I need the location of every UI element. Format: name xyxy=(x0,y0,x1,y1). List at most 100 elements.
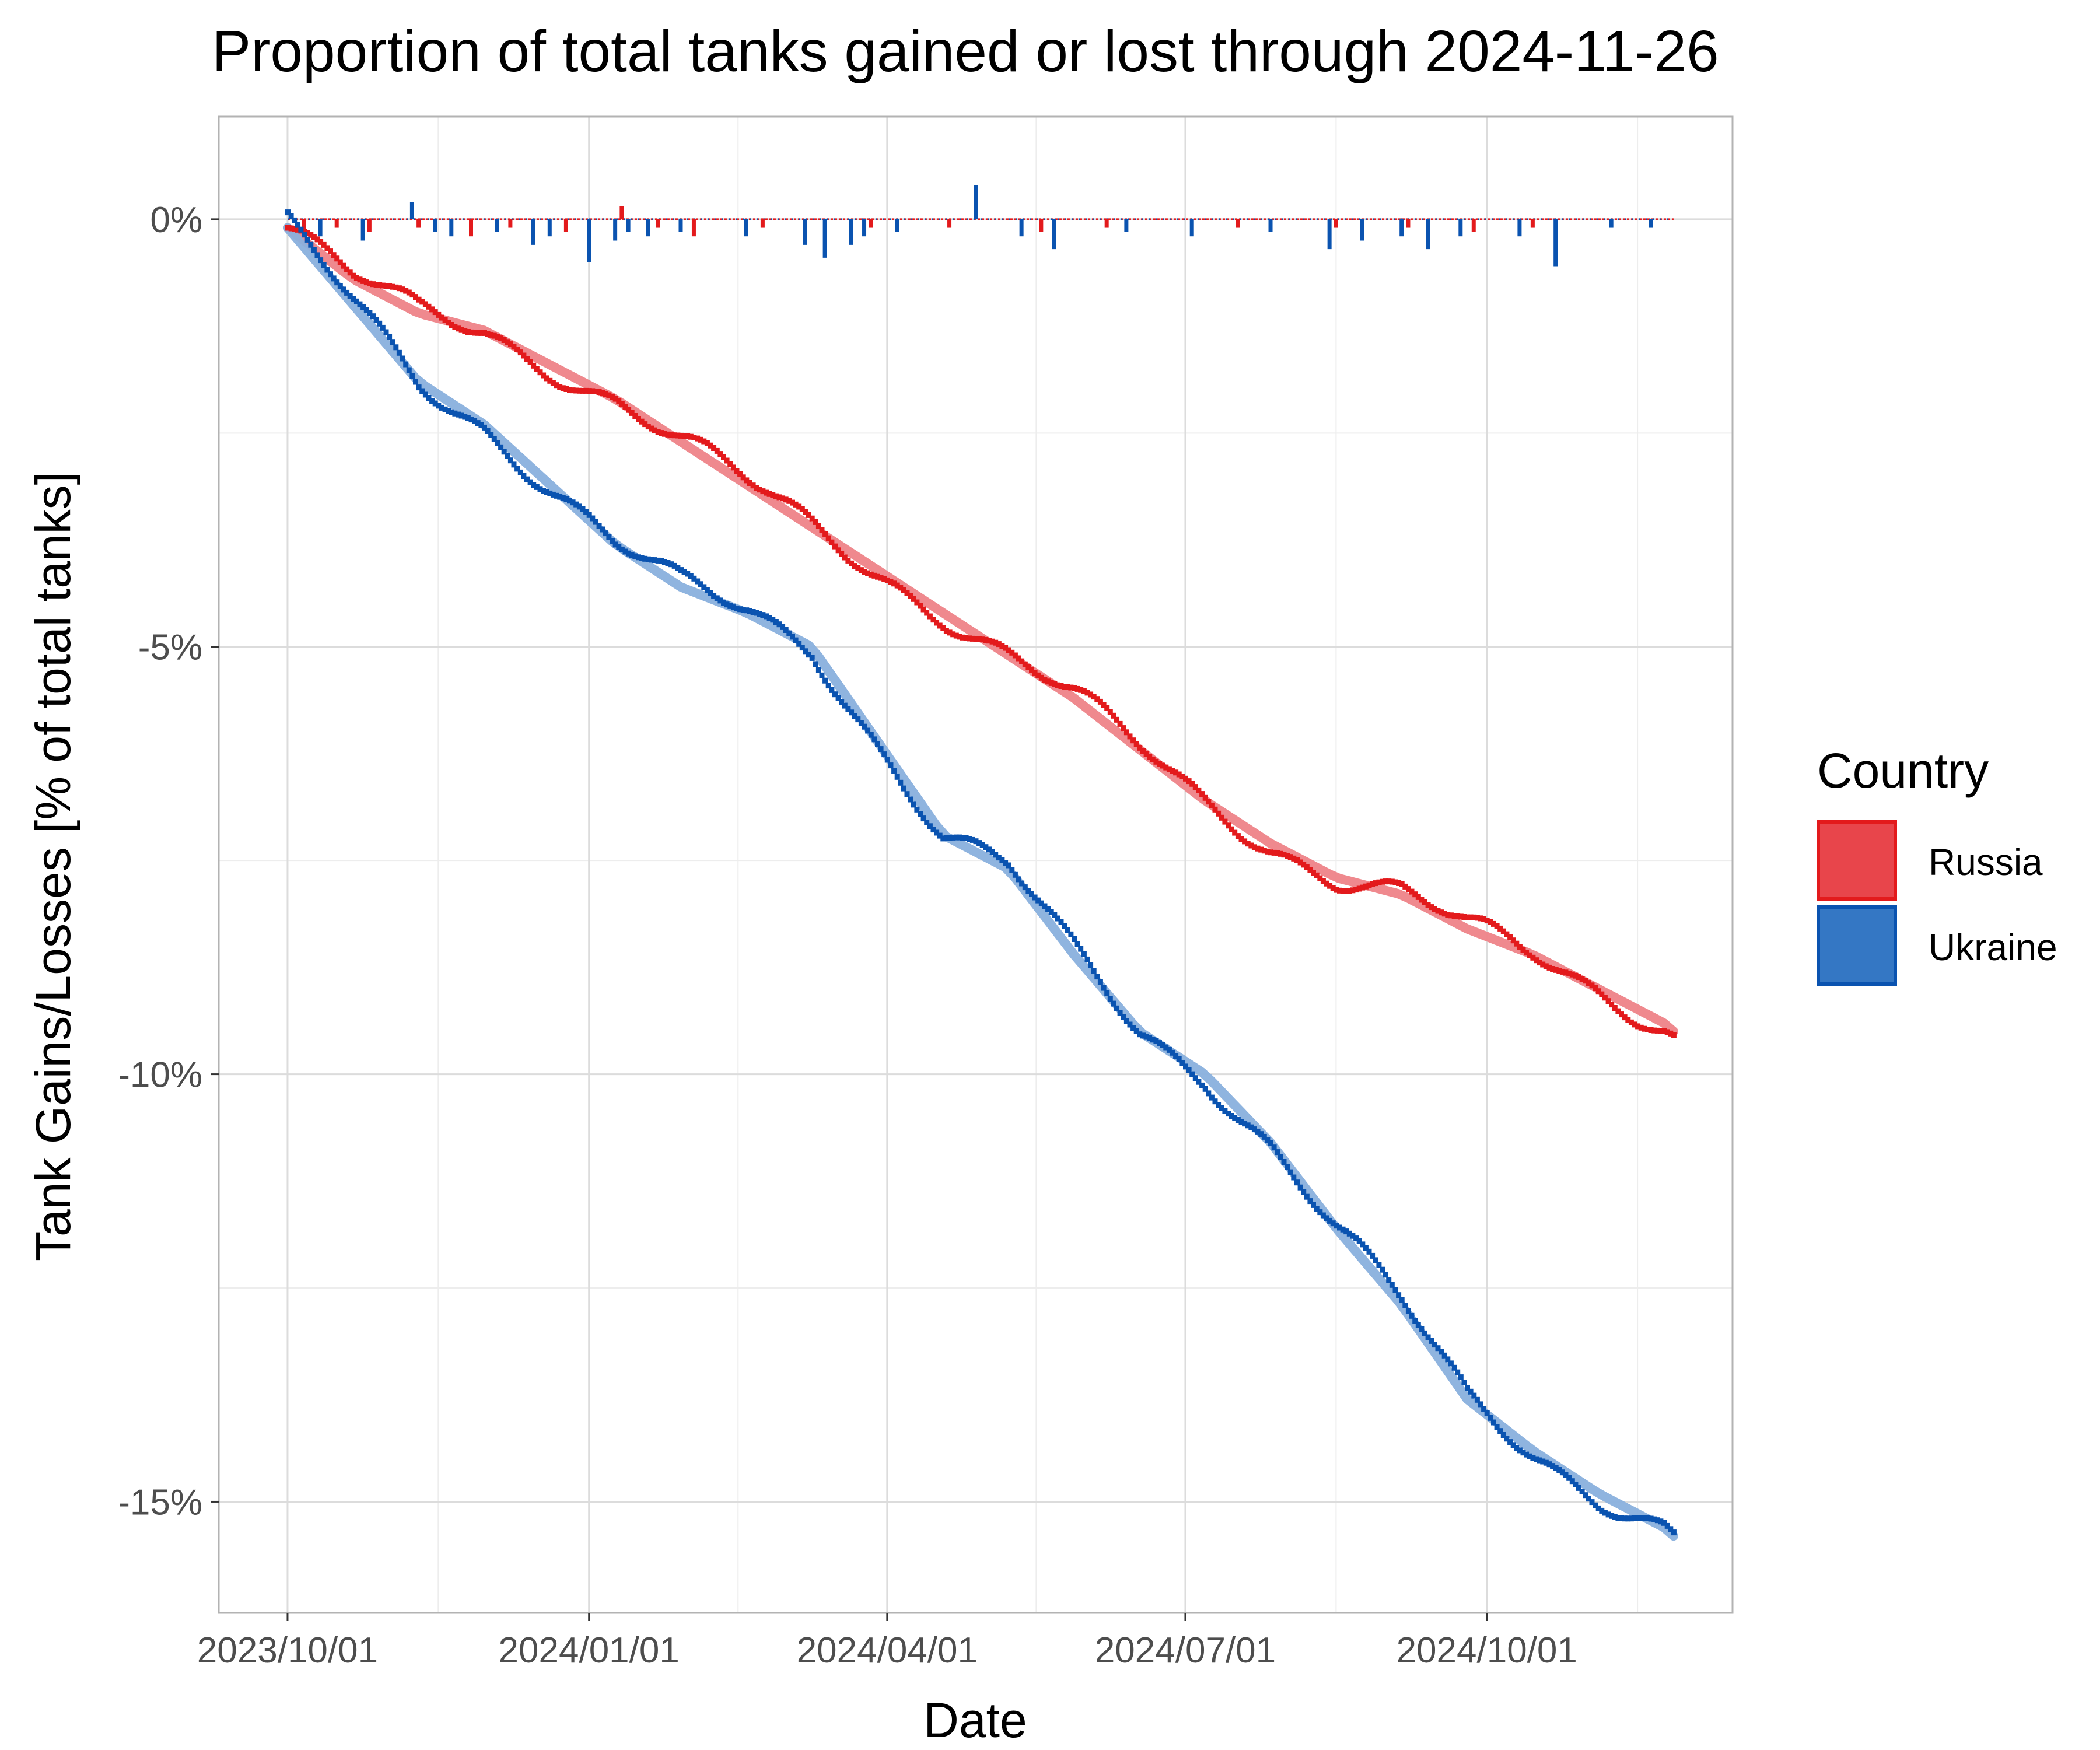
point-russia xyxy=(770,492,776,498)
point-russia xyxy=(1058,683,1064,689)
point-ukraine xyxy=(862,723,867,730)
point-ukraine xyxy=(1576,1485,1581,1491)
point-russia xyxy=(331,252,337,258)
point-ukraine xyxy=(567,498,572,504)
point-ukraine xyxy=(757,611,762,617)
point-russia xyxy=(1648,1027,1654,1033)
point-ukraine xyxy=(1160,1042,1166,1048)
point-russia xyxy=(822,531,828,537)
point-ukraine xyxy=(1409,1312,1415,1319)
point-ukraine xyxy=(979,842,985,848)
point-ukraine xyxy=(1245,1122,1251,1129)
point-russia xyxy=(868,571,874,578)
point-ukraine xyxy=(993,852,999,858)
point-russia xyxy=(1405,886,1411,892)
point-ukraine xyxy=(776,621,782,628)
point-ukraine xyxy=(1094,974,1100,980)
point-russia xyxy=(934,620,940,626)
point-ukraine xyxy=(652,557,657,564)
point-russia xyxy=(442,317,448,323)
point-ukraine xyxy=(1419,1326,1424,1332)
point-russia xyxy=(1546,964,1552,971)
point-russia xyxy=(508,341,513,348)
point-ukraine xyxy=(842,702,848,709)
point-russia xyxy=(963,635,969,641)
point-russia xyxy=(1441,911,1447,917)
point-ukraine xyxy=(1058,919,1064,925)
point-ukraine xyxy=(570,499,576,506)
point-ukraine xyxy=(839,699,845,705)
point-russia xyxy=(957,634,963,640)
point-russia xyxy=(839,551,845,557)
point-ukraine xyxy=(695,578,701,584)
point-ukraine xyxy=(1281,1159,1287,1165)
point-ukraine xyxy=(1507,1439,1513,1446)
point-russia xyxy=(911,596,916,602)
point-ukraine xyxy=(354,298,359,304)
point-ukraine xyxy=(576,503,582,510)
point-ukraine xyxy=(1382,1272,1388,1278)
point-ukraine xyxy=(416,384,422,391)
point-russia xyxy=(1121,725,1126,732)
point-ukraine xyxy=(1517,1447,1522,1454)
point-russia xyxy=(1281,852,1287,858)
point-russia xyxy=(1497,925,1503,932)
point-ukraine xyxy=(1632,1515,1637,1521)
point-russia xyxy=(986,638,992,644)
point-ukraine xyxy=(1101,985,1107,991)
point-ukraine xyxy=(796,640,802,647)
point-ukraine xyxy=(1527,1453,1532,1460)
point-russia xyxy=(554,382,559,388)
point-russia xyxy=(1392,879,1398,886)
point-russia xyxy=(835,547,841,554)
point-ukraine xyxy=(1055,915,1060,922)
point-ukraine xyxy=(1045,906,1051,912)
point-ukraine xyxy=(1284,1164,1290,1170)
point-ukraine xyxy=(1497,1428,1503,1434)
point-ukraine xyxy=(527,479,533,485)
point-ukraine xyxy=(1219,1105,1224,1111)
point-ukraine xyxy=(373,317,379,323)
point-ukraine xyxy=(429,398,435,404)
point-ukraine xyxy=(426,395,432,401)
point-russia xyxy=(1304,864,1310,870)
point-ukraine xyxy=(324,267,330,273)
point-russia xyxy=(645,424,651,430)
point-russia xyxy=(1455,914,1461,919)
point-ukraine xyxy=(314,252,320,258)
point-ukraine xyxy=(1186,1068,1192,1073)
point-russia xyxy=(1389,878,1395,885)
point-ukraine xyxy=(1622,1516,1628,1522)
point-russia xyxy=(456,326,461,332)
point-russia xyxy=(1517,944,1522,950)
point-russia xyxy=(1589,982,1595,989)
point-ukraine xyxy=(783,627,789,633)
point-russia xyxy=(1042,677,1048,683)
point-russia xyxy=(1576,974,1581,981)
point-ukraine xyxy=(406,367,412,373)
point-russia xyxy=(953,632,959,639)
point-ukraine xyxy=(1435,1345,1441,1352)
point-russia xyxy=(649,425,654,432)
point-ukraine xyxy=(724,601,730,608)
point-ukraine xyxy=(770,617,776,623)
point-russia xyxy=(564,386,569,392)
point-ukraine xyxy=(1222,1108,1228,1114)
point-ukraine xyxy=(875,741,880,747)
point-russia xyxy=(1380,878,1385,885)
point-ukraine xyxy=(465,415,471,421)
point-russia xyxy=(894,582,900,589)
point-russia xyxy=(1668,1030,1674,1037)
point-russia xyxy=(865,570,871,576)
point-ukraine xyxy=(1072,936,1077,942)
point-russia xyxy=(908,593,914,599)
point-russia xyxy=(734,468,740,474)
point-ukraine xyxy=(1524,1451,1530,1458)
point-russia xyxy=(668,432,674,438)
point-ukraine xyxy=(403,361,409,368)
point-ukraine xyxy=(331,275,337,282)
point-ukraine xyxy=(930,827,936,833)
point-russia xyxy=(328,249,333,255)
x-tick-label: 2023/10/01 xyxy=(197,1630,378,1671)
point-russia xyxy=(1133,741,1139,747)
